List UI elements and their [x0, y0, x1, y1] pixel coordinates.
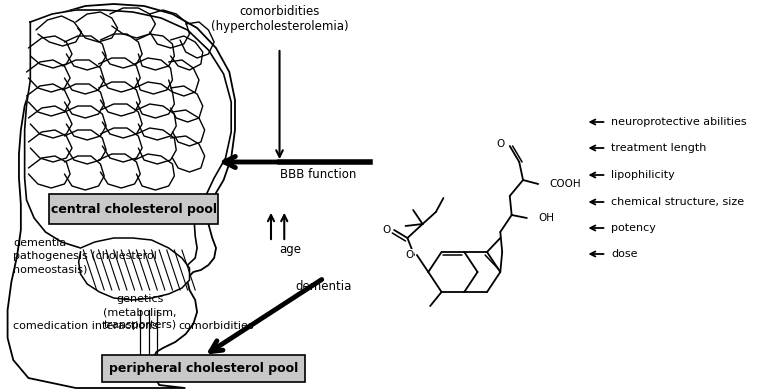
Text: treatment length: treatment length [611, 143, 707, 153]
Text: COOH: COOH [550, 179, 581, 189]
Text: genetics
(metabolism,
transporters): genetics (metabolism, transporters) [104, 294, 177, 330]
Polygon shape [25, 10, 231, 272]
Text: dementia
pathogenesis (cholesterol
homeostasis): dementia pathogenesis (cholesterol homeo… [13, 238, 157, 274]
Text: age: age [280, 243, 302, 256]
Text: potency: potency [611, 223, 656, 233]
Polygon shape [78, 238, 190, 300]
Text: chemical structure, size: chemical structure, size [611, 197, 744, 207]
Text: comedication interactions: comedication interactions [13, 321, 158, 331]
Text: dementia: dementia [296, 280, 353, 293]
Text: comorbidities: comorbidities [178, 321, 254, 331]
Text: lipophilicity: lipophilicity [611, 170, 675, 180]
Bar [49, 194, 218, 224]
Text: dose: dose [611, 249, 637, 259]
Text: OH: OH [538, 213, 554, 223]
Text: central cholesterol pool: central cholesterol pool [51, 203, 217, 216]
Text: BBB function: BBB function [280, 168, 356, 181]
Text: peripheral cholesterol pool: peripheral cholesterol pool [109, 362, 298, 375]
Bar [102, 355, 305, 382]
Text: O: O [496, 139, 505, 149]
Text: comorbidities
(hypercholesterolemia): comorbidities (hypercholesterolemia) [210, 5, 349, 33]
Text: neuroprotective abilities: neuroprotective abilities [611, 117, 746, 127]
Text: O: O [406, 250, 413, 260]
Polygon shape [8, 4, 235, 388]
Text: O: O [382, 225, 391, 235]
